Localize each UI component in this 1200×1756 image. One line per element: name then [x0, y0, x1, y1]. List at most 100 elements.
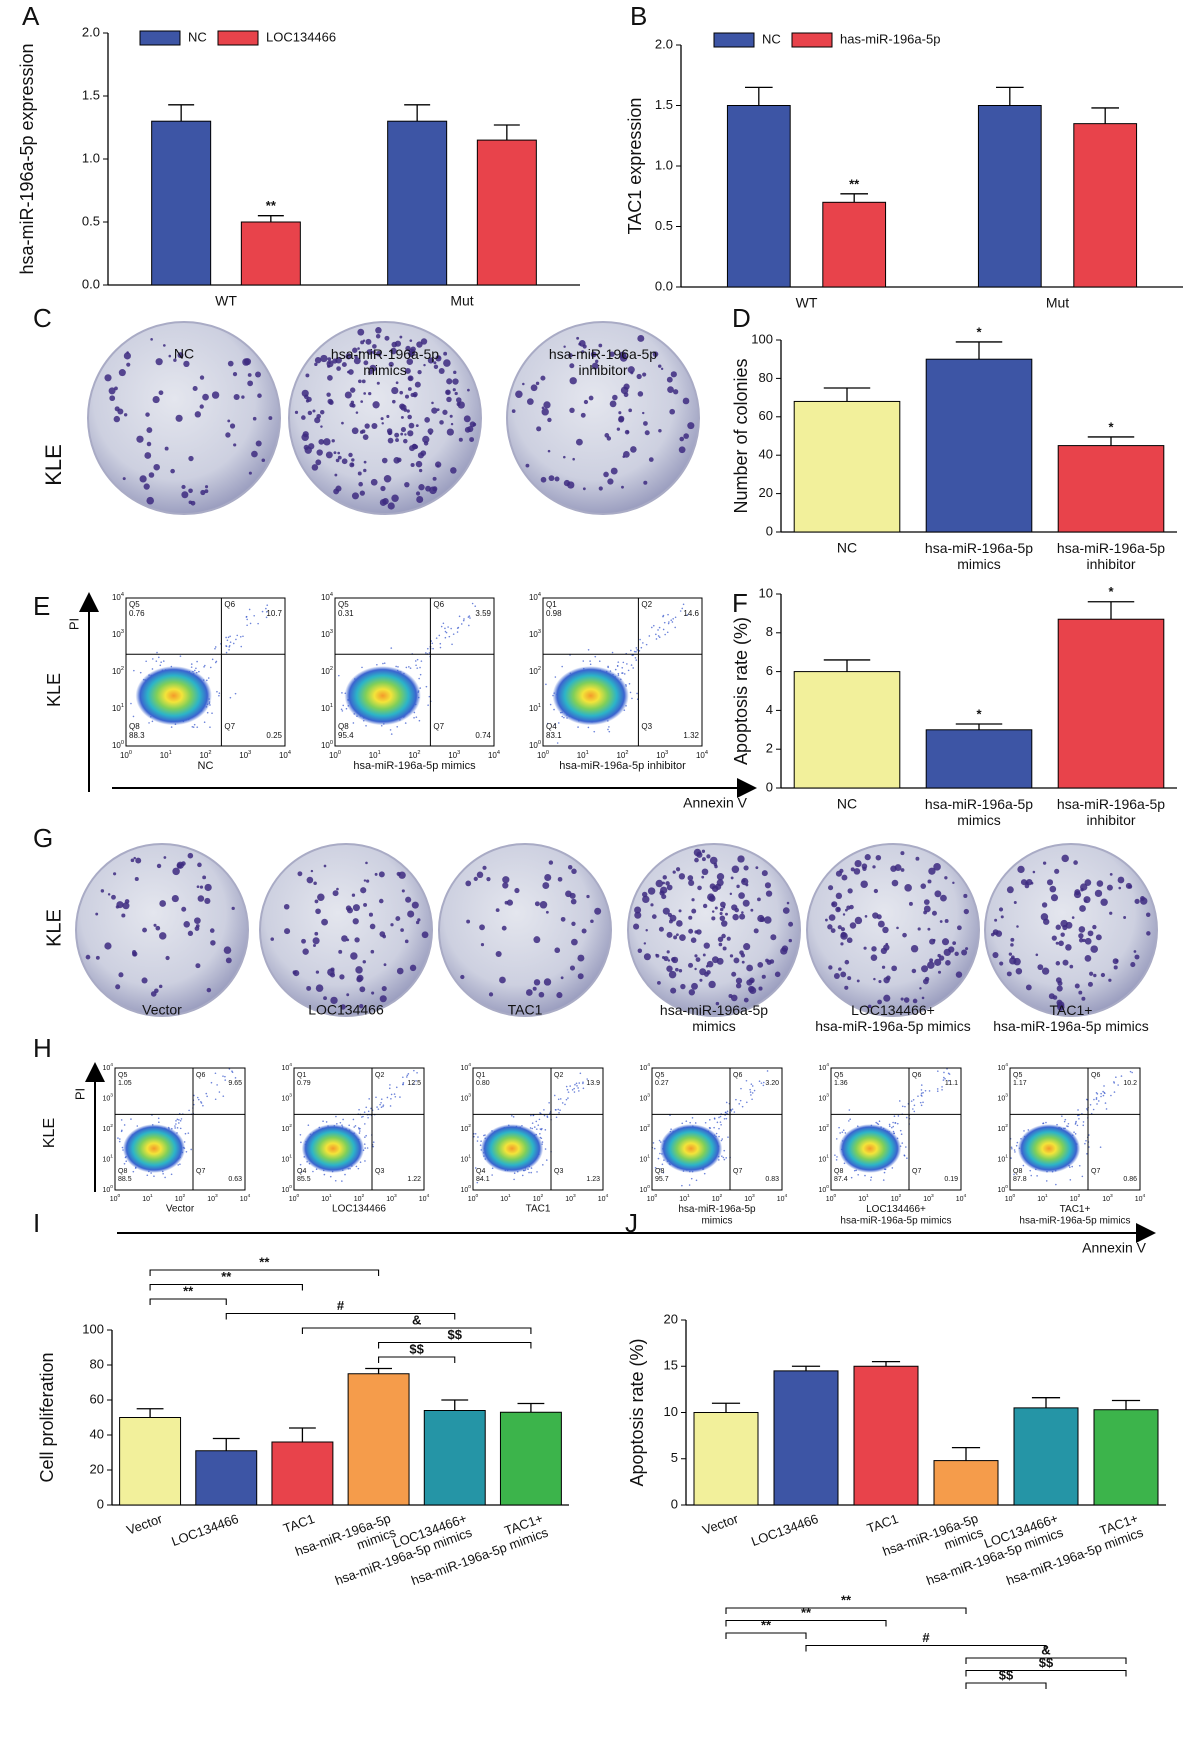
colony: [438, 368, 445, 374]
event-dot: [480, 1140, 482, 1142]
colony: [694, 967, 697, 971]
colony: [929, 958, 934, 963]
density-core: [344, 666, 421, 726]
colony: [1061, 854, 1069, 863]
colony: [95, 912, 99, 916]
colony: [202, 875, 207, 880]
event-dot: [651, 626, 653, 629]
colony: [316, 413, 321, 419]
axis-tick-label: 101: [321, 1193, 332, 1202]
event-dot: [479, 1144, 482, 1147]
colony: [1040, 913, 1049, 921]
colony: [330, 996, 338, 1005]
colony: [404, 939, 409, 944]
colony: [922, 978, 929, 985]
event-dot: [888, 1125, 891, 1127]
event-dot: [372, 1141, 375, 1143]
event-dot: [222, 1095, 225, 1097]
colony: [575, 438, 583, 446]
colony: [363, 360, 369, 366]
bracket-label: **: [221, 1269, 232, 1284]
colony: [196, 885, 200, 889]
tick-base: 10: [386, 1196, 394, 1203]
event-dot: [564, 1103, 566, 1106]
colony: [395, 916, 401, 922]
legend-swatch: [713, 32, 755, 48]
colony: [694, 857, 699, 863]
colony: [642, 895, 650, 904]
colony: [387, 437, 394, 444]
tick-base: 10: [321, 630, 330, 639]
event-dot: [415, 716, 418, 718]
event-dot: [694, 1122, 697, 1124]
colony: [709, 856, 718, 865]
colony: [840, 931, 847, 938]
colony: [406, 409, 410, 413]
colony: [875, 854, 882, 861]
y-axis-label: Cell proliferation: [37, 1352, 57, 1482]
colony: [340, 1004, 346, 1010]
tick-base: 10: [818, 1095, 826, 1102]
colony: [376, 381, 380, 385]
colony: [346, 993, 350, 997]
colony: [547, 417, 552, 423]
colony: [999, 961, 1004, 966]
event-dot: [658, 636, 661, 639]
colony: [134, 876, 139, 882]
event-dot: [229, 641, 232, 643]
tick-exponent: 4: [964, 1193, 967, 1199]
colony: [910, 944, 919, 953]
colony: [620, 386, 629, 395]
flow-plot: Q51.05Q69.65Q888.5Q70.631001001011011021…: [102, 1062, 250, 1202]
colony: [227, 360, 234, 367]
colony: [362, 960, 367, 964]
event-dot: [1074, 1123, 1077, 1125]
tick-exponent: 3: [121, 629, 124, 635]
colony: [937, 970, 942, 974]
colony: [750, 908, 754, 912]
colony: [395, 381, 399, 385]
colony: [398, 871, 406, 879]
colony: [660, 367, 664, 371]
bracket-label: **: [259, 1254, 270, 1269]
tick-base: 10: [956, 1196, 964, 1203]
panel-label: G: [33, 823, 53, 853]
colony: [411, 901, 419, 909]
event-dot: [943, 1071, 945, 1074]
event-dot: [869, 1179, 872, 1181]
colony: [844, 985, 849, 990]
colony: [764, 882, 772, 889]
colony: [921, 996, 925, 1000]
colony: [486, 877, 491, 882]
colony: [445, 389, 451, 396]
colony: [609, 351, 615, 357]
legend-swatch: [217, 30, 259, 46]
row-label: KLE: [44, 673, 64, 707]
significance-label: *: [976, 324, 982, 339]
colony: [293, 970, 300, 977]
tick-exponent: 3: [1005, 1093, 1008, 1099]
colony: [1084, 937, 1092, 945]
x-tick-label: WT: [796, 295, 818, 311]
event-dot: [546, 1116, 549, 1118]
event-dot: [883, 1171, 886, 1174]
colony: [320, 425, 323, 428]
axis-tick-label: 101: [500, 1193, 511, 1202]
colony: [637, 391, 644, 397]
colony: [878, 979, 882, 984]
tick-exponent: 0: [297, 1193, 300, 1199]
bracket-label: **: [761, 1617, 772, 1632]
colony: [1134, 898, 1140, 904]
bracket-label: &: [1041, 1642, 1050, 1657]
event-dot: [236, 634, 239, 637]
colony: [755, 866, 759, 870]
event-dot: [246, 624, 248, 627]
colony: [409, 339, 413, 343]
colony: [454, 391, 458, 396]
colony: [840, 942, 844, 946]
event-dot: [912, 1098, 915, 1101]
colony: [1016, 925, 1019, 928]
colony: [384, 335, 390, 341]
event-dot: [132, 715, 135, 718]
colony: [171, 895, 179, 903]
